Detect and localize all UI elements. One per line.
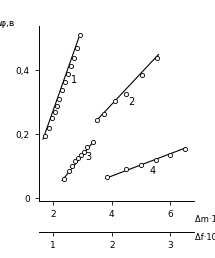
Point [85,145,89,149]
Point [91,140,94,144]
Point [141,73,144,77]
Point [69,64,72,68]
Point [47,126,51,130]
Point [95,118,99,122]
Point [79,153,83,157]
Point [125,167,128,171]
Point [75,46,78,50]
Point [71,164,74,168]
Text: 3: 3 [85,152,92,162]
Point [155,56,159,60]
Point [51,116,54,120]
Text: 1: 1 [71,75,77,85]
Point [168,153,172,157]
Text: 4: 4 [150,166,156,176]
Point [78,33,81,37]
Point [106,175,109,179]
Point [183,147,186,151]
Point [43,134,47,138]
Point [113,99,116,103]
Point [57,97,61,101]
Point [125,92,128,96]
Point [63,79,67,84]
Text: Δφ,в: Δφ,в [0,19,16,28]
Point [54,110,57,114]
Point [62,177,65,181]
Point [60,87,64,92]
Text: Δm·10⁶, г/см²: Δm·10⁶, г/см² [195,215,215,224]
Point [72,56,75,60]
Point [68,169,71,173]
Point [55,103,59,108]
Point [103,111,106,116]
Point [154,158,157,163]
Point [66,71,70,76]
Text: 2: 2 [128,97,134,107]
Point [139,163,143,167]
Point [76,156,80,160]
Text: Δf·10⁻³, гц: Δf·10⁻³, гц [195,233,215,242]
Point [82,150,86,154]
Point [74,159,77,163]
